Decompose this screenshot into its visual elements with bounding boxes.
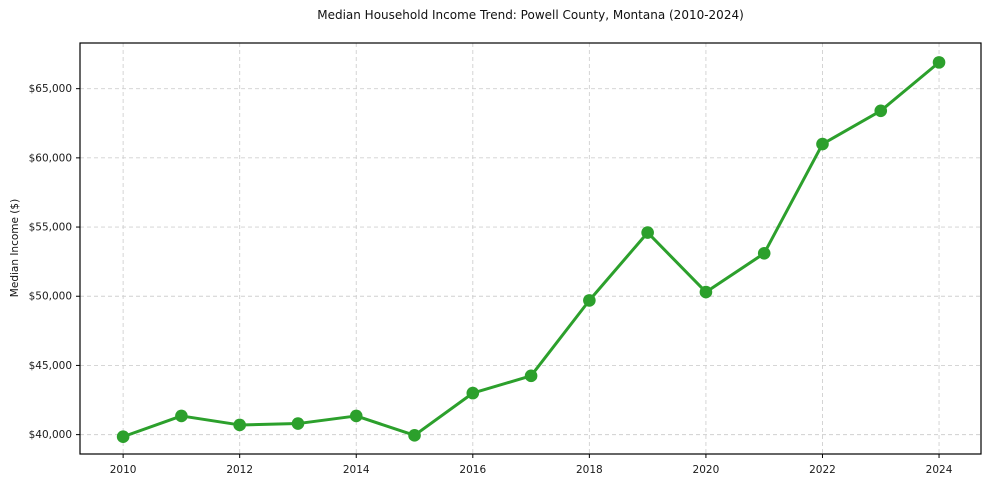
data-point	[816, 137, 829, 151]
x-tick-label: 2016	[459, 464, 486, 476]
data-point	[175, 409, 188, 423]
axes-box	[79, 42, 982, 455]
data-point	[291, 417, 305, 430]
data-point	[408, 429, 421, 442]
chart-title: Median Household Income Trend: Powell Co…	[317, 8, 744, 22]
data-point	[874, 104, 888, 118]
data-point	[233, 418, 246, 432]
x-tick-label: 2020	[693, 464, 720, 476]
y-tick-label: $55,000	[29, 222, 72, 234]
x-tick-label: 2022	[809, 464, 836, 476]
x-tick-label: 2012	[226, 464, 253, 476]
y-tick-label: $60,000	[29, 152, 72, 164]
y-tick-label: $50,000	[29, 291, 72, 303]
data-point	[583, 294, 596, 307]
y-tick-label: $65,000	[29, 83, 72, 95]
data-point	[757, 247, 771, 260]
data-point	[349, 409, 363, 423]
data-point	[524, 369, 538, 383]
data-point	[932, 56, 946, 69]
data-point	[699, 285, 713, 299]
data-point	[641, 226, 654, 239]
y-tick-label: $45,000	[29, 360, 72, 372]
data-point	[466, 386, 480, 400]
data-point	[116, 430, 130, 444]
x-tick-label: 2024	[926, 464, 953, 476]
x-tick-label: 2014	[343, 464, 370, 476]
y-tick-label: $40,000	[29, 429, 72, 441]
x-tick-label: 2018	[576, 464, 603, 476]
x-tick-label: 2010	[110, 464, 137, 476]
